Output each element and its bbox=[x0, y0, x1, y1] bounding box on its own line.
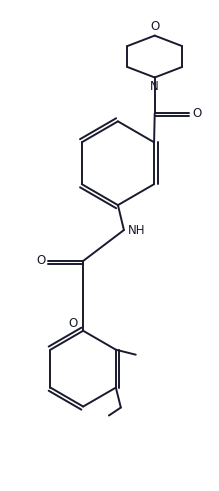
Text: N: N bbox=[150, 81, 159, 93]
Text: O: O bbox=[193, 107, 202, 120]
Text: NH: NH bbox=[128, 223, 145, 237]
Text: O: O bbox=[68, 317, 77, 330]
Text: O: O bbox=[36, 254, 45, 268]
Text: O: O bbox=[150, 20, 159, 32]
